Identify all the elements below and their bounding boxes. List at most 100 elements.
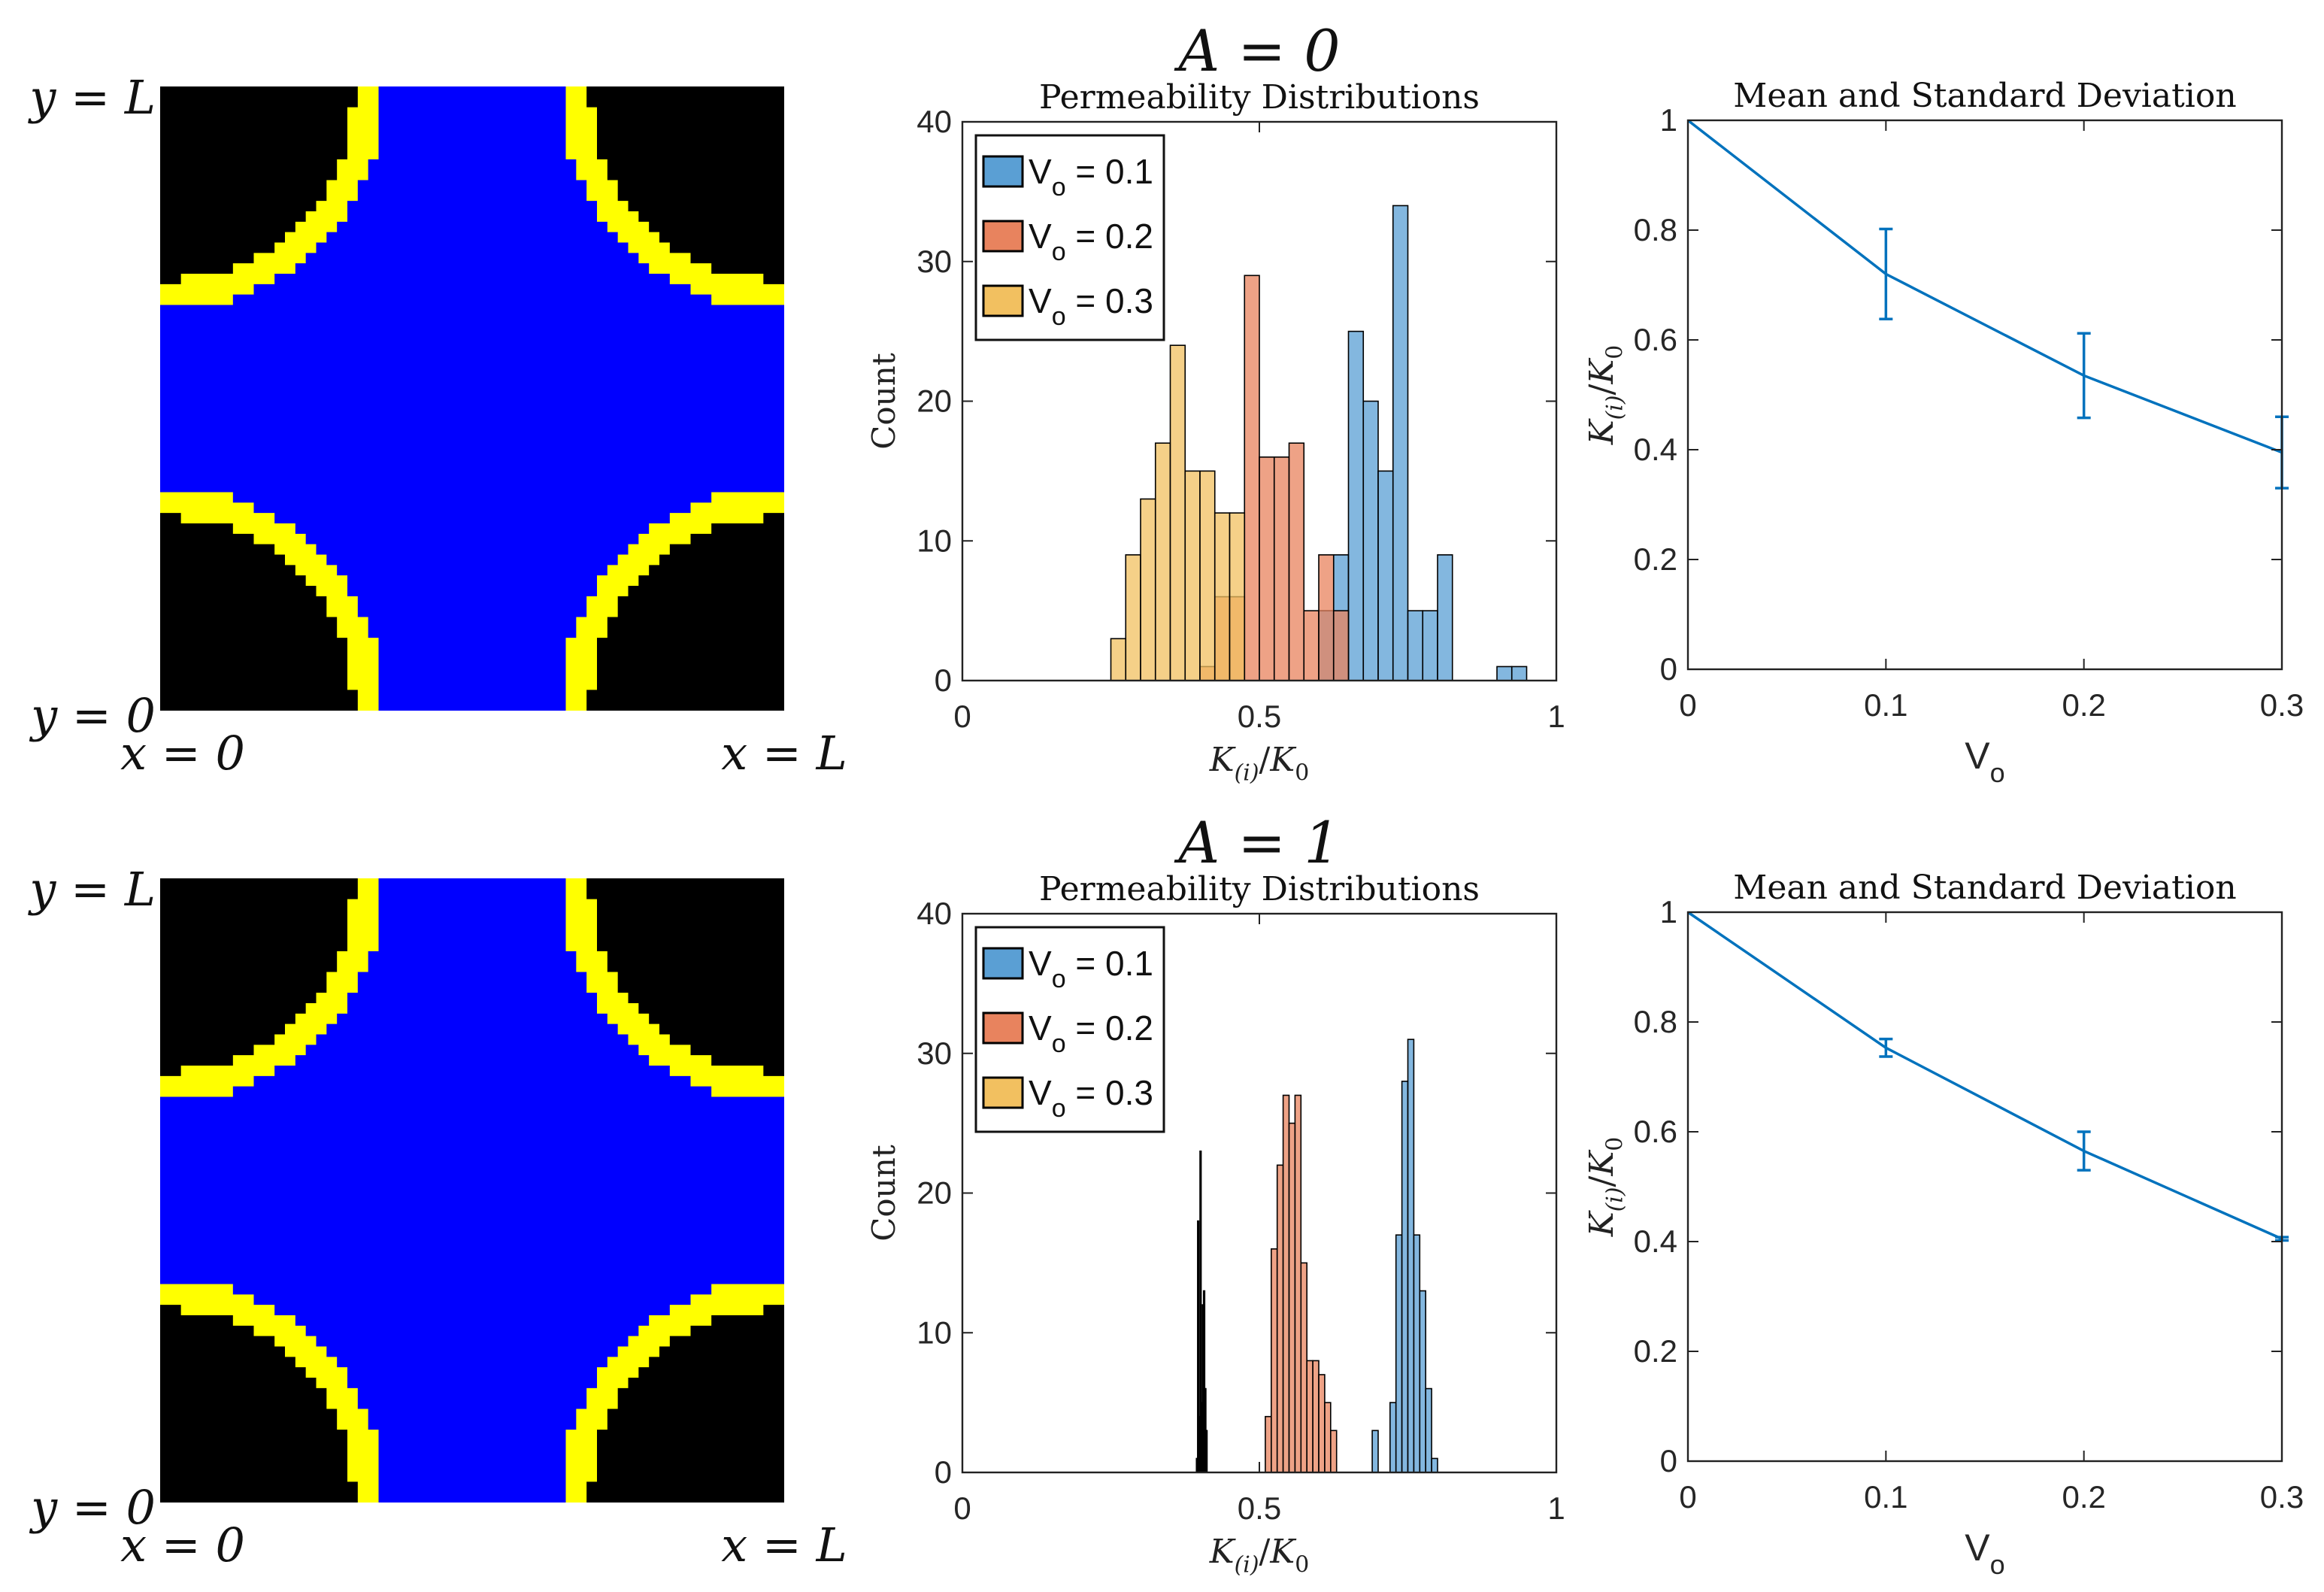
legend-entry-label: Vo = 0.3 xyxy=(1029,1073,1153,1123)
hist-bar xyxy=(1184,470,1201,681)
plot-title: Permeability Distributions xyxy=(1039,870,1480,908)
axes-box xyxy=(1686,911,2283,1463)
hist-bar xyxy=(1395,1234,1403,1473)
hist-bar xyxy=(1407,610,1424,681)
y-tick-label: 0.4 xyxy=(1634,1224,1677,1259)
label-y-top: y = L xyxy=(27,862,156,917)
solid-grain-bottom-left xyxy=(160,513,358,711)
hist-bar xyxy=(1265,1415,1272,1473)
hist-bar xyxy=(1496,666,1513,681)
series-Vo02 xyxy=(1265,1094,1338,1473)
solid-grain-top-left xyxy=(160,86,358,284)
mean-line xyxy=(1687,911,2283,1240)
y-tick-label: 0 xyxy=(935,1454,952,1490)
label-y-bottom: y = 0 xyxy=(29,688,156,743)
row-title: A = 1 xyxy=(1174,809,1340,876)
hist-bar xyxy=(1324,1402,1332,1473)
hist-bar xyxy=(1431,1457,1438,1473)
y-tick-label: 0.8 xyxy=(1634,1004,1677,1039)
hist-bar xyxy=(1276,1164,1284,1473)
label-x-left: x = 0 xyxy=(120,726,245,781)
hist-bar xyxy=(1306,1360,1313,1473)
solid-grain-bottom-left xyxy=(160,1305,358,1503)
legend-swatch xyxy=(982,947,1024,980)
solid-grain-bottom-right xyxy=(586,1305,784,1503)
y-tick-label: 20 xyxy=(917,1175,952,1211)
hist-bar xyxy=(1425,1387,1432,1473)
hist-bar xyxy=(1318,1374,1326,1473)
solid-grain-top-right xyxy=(586,878,784,1076)
y-tick-label: 0.2 xyxy=(1634,1333,1677,1369)
hist-bar xyxy=(1282,1094,1290,1473)
hist-bar xyxy=(1407,1039,1415,1473)
legend-swatch xyxy=(982,284,1024,317)
x-tick-label: 0 xyxy=(953,699,971,734)
plot-title: Mean and Standard Deviation xyxy=(1733,869,2236,907)
x-tick-label: 0 xyxy=(953,1490,971,1526)
y-tick-label: 10 xyxy=(917,523,952,558)
y-tick-label: 1 xyxy=(1660,894,1677,929)
plot-title: Permeability Distributions xyxy=(1039,78,1480,117)
label-y-top: y = L xyxy=(27,70,156,125)
legend-entry-label: Vo = 0.2 xyxy=(1029,217,1153,266)
error-bar xyxy=(2077,332,2091,420)
legend: Vo = 0.1 Vo = 0.2 Vo = 0.3 xyxy=(974,926,1165,1133)
x-tick-label: 0.2 xyxy=(2062,1479,2105,1515)
hist-bar xyxy=(1312,1360,1320,1473)
hist-bar xyxy=(1169,344,1186,681)
y-tick-label: 0 xyxy=(1660,1443,1677,1478)
hist-bar xyxy=(1362,400,1379,681)
y-axis-label: K(i)/K0 xyxy=(1583,345,1628,446)
x-tick-label: 1 xyxy=(1547,699,1565,734)
hist-bar xyxy=(1371,1430,1379,1473)
hist-bar xyxy=(1271,1248,1278,1473)
hist-bar xyxy=(1419,1290,1427,1473)
label-x-right: x = L xyxy=(721,726,847,781)
hist-bar xyxy=(1125,554,1141,681)
hist-bar xyxy=(1437,554,1453,681)
plot-area xyxy=(1688,120,2282,669)
hist-bar xyxy=(1347,330,1365,681)
hist-bar xyxy=(1294,1094,1302,1473)
x-tick-label: 0 xyxy=(1679,1479,1696,1515)
x-tick-label: 0.1 xyxy=(1864,687,1907,723)
x-tick-label: 0.5 xyxy=(1238,699,1281,734)
y-tick-label: 0 xyxy=(1660,651,1677,687)
y-tick-label: 0.2 xyxy=(1634,541,1677,577)
legend-entry-label: Vo = 0.1 xyxy=(1029,944,1153,993)
hist-bar xyxy=(1244,274,1260,681)
x-tick-label: 0.1 xyxy=(1864,1479,1907,1515)
label-x-left: x = 0 xyxy=(120,1518,245,1572)
hist-bar xyxy=(1229,512,1246,681)
x-tick-label: 1 xyxy=(1547,1490,1565,1526)
hist-bar xyxy=(1413,1234,1421,1473)
solid-grain-top-right xyxy=(586,86,784,284)
mean-line xyxy=(1686,119,2283,454)
error-bar xyxy=(2077,1130,2091,1172)
y-tick-label: 40 xyxy=(917,104,952,139)
x-axis-label: K(i)/K0 xyxy=(1209,741,1310,786)
x-tick-label: 0.5 xyxy=(1238,1490,1281,1526)
hist-bar xyxy=(1303,610,1320,681)
x-axis-label: Vo xyxy=(1965,1527,2004,1580)
label-y-bottom: y = 0 xyxy=(29,1480,156,1535)
hist-bar xyxy=(1140,498,1156,681)
hist-bar xyxy=(1422,610,1438,681)
x-axis-label: K(i)/K0 xyxy=(1209,1533,1310,1578)
legend-entry-label: Vo = 0.3 xyxy=(1029,281,1153,331)
y-tick-label: 0.4 xyxy=(1634,432,1677,467)
hist-bar xyxy=(1318,554,1335,681)
error-bar xyxy=(1879,227,1893,321)
solid-grain-top-left xyxy=(160,878,358,1076)
y-tick-label: 1 xyxy=(1660,102,1677,138)
solid-grain-bottom-right xyxy=(586,513,784,711)
hist-bar xyxy=(1154,442,1171,681)
legend: Vo = 0.1 Vo = 0.2 Vo = 0.3 xyxy=(974,134,1165,341)
hist-bar xyxy=(1401,1081,1409,1473)
y-tick-label: 0.6 xyxy=(1634,322,1677,357)
hist-bar xyxy=(1259,456,1275,681)
legend-swatch xyxy=(982,220,1024,253)
y-axis-label: Count xyxy=(865,353,902,450)
